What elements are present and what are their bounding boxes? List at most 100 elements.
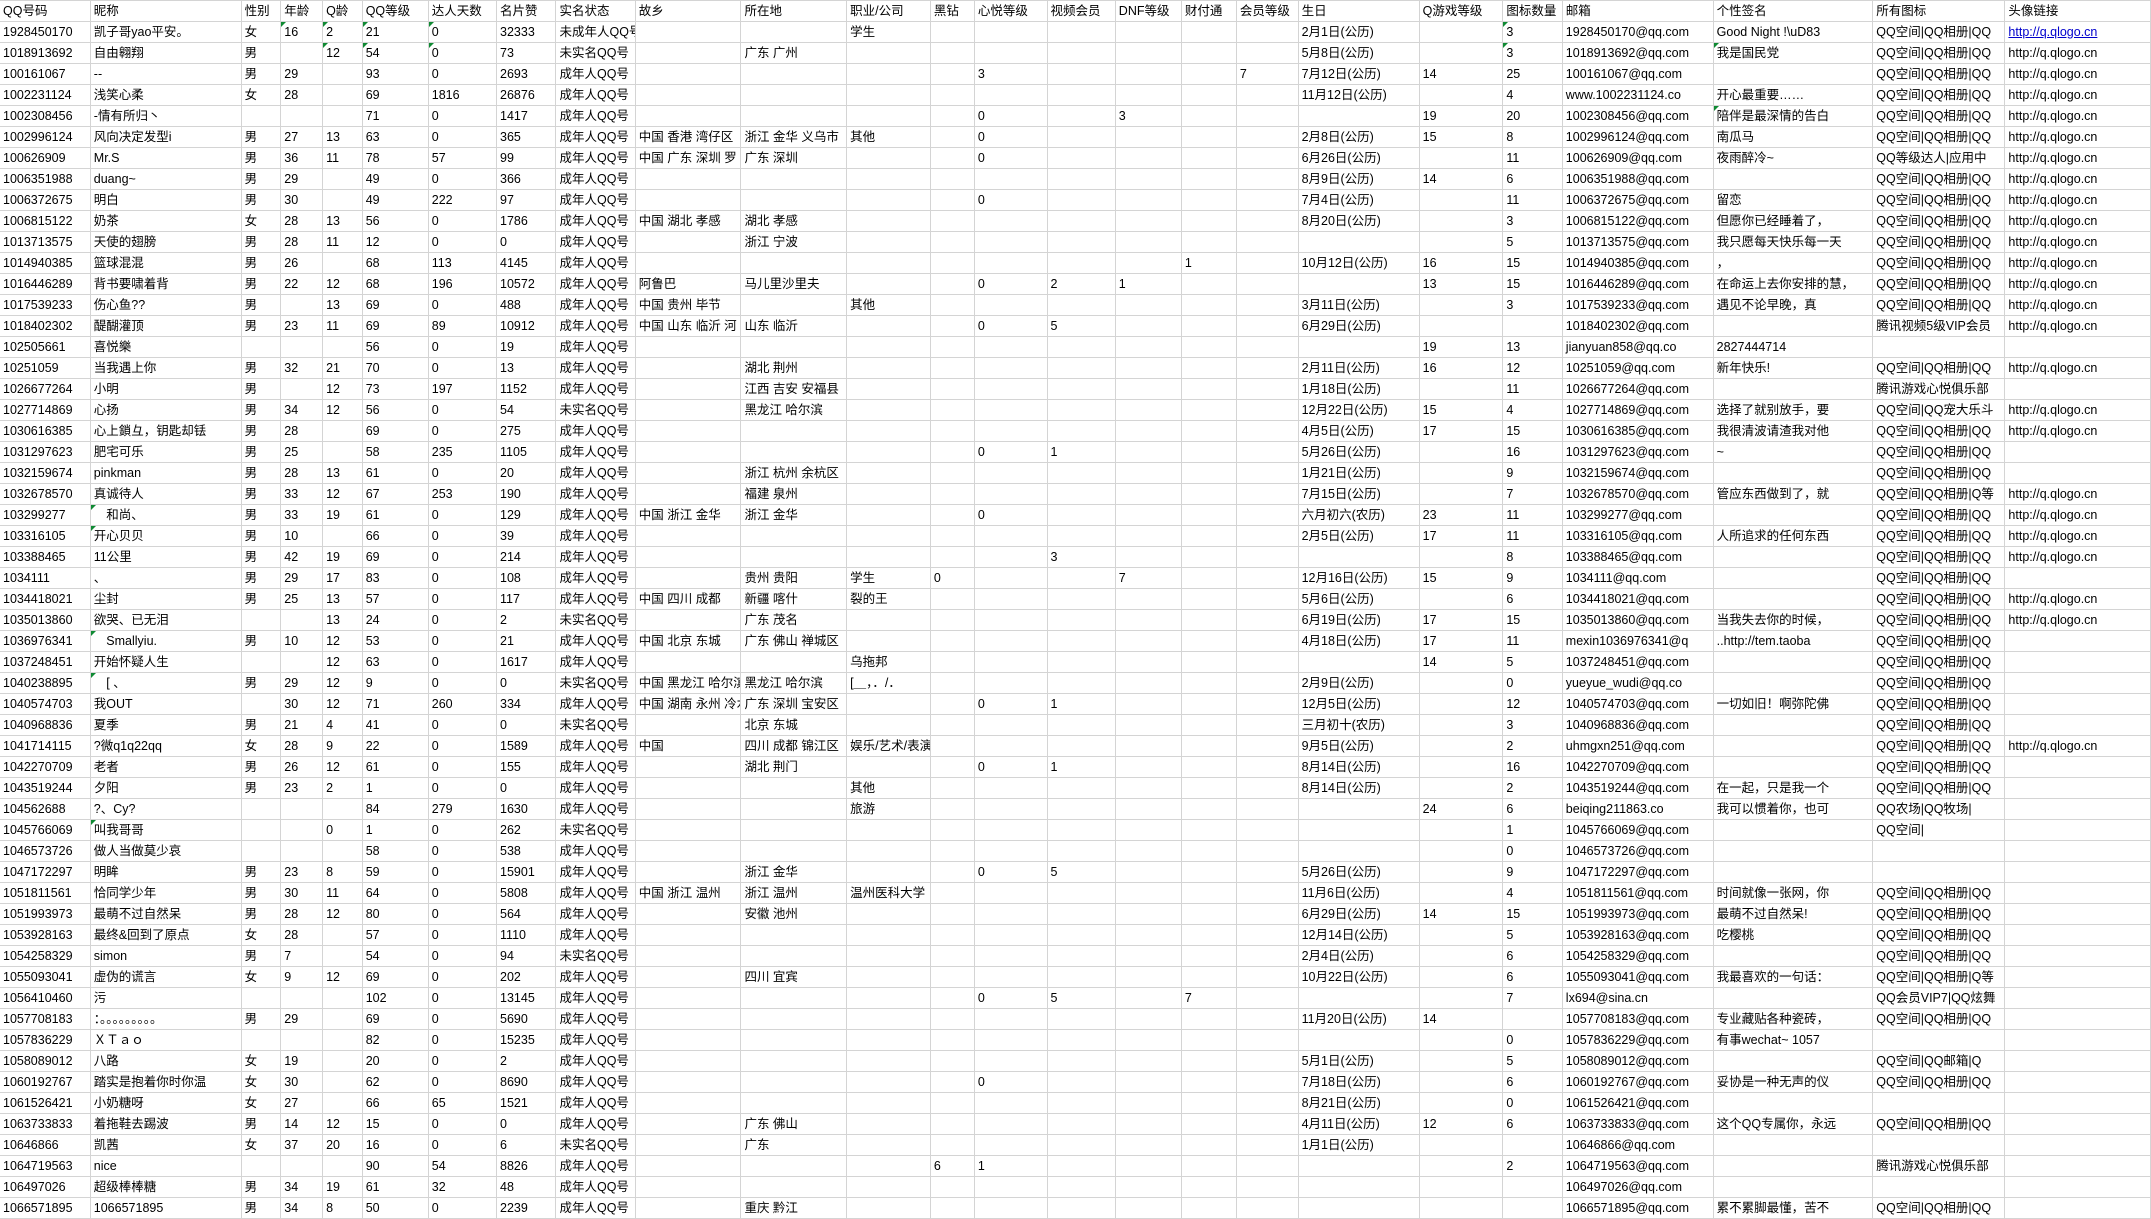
cell-realname-status[interactable]: 成年人QQ号 [555,294,636,316]
cell-all-icons[interactable]: QQ农场|QQ牧场| [1872,798,2006,820]
cell-realname-status[interactable]: 成年人QQ号 [555,1092,636,1114]
cell-tenpay[interactable] [1181,1155,1237,1177]
cell-card-likes[interactable]: 15235 [496,1029,557,1051]
cell-card-likes[interactable]: 13 [496,357,557,379]
cell-avatar-url[interactable] [2004,336,2151,358]
cell-expert-days[interactable]: 0 [428,525,498,547]
cell-member-level[interactable] [1236,882,1299,904]
cell-location[interactable]: 浙江 杭州 余杭区 [740,462,848,484]
cell-qage[interactable]: 12 [322,672,363,694]
cell-qq[interactable]: 103316105 [0,525,91,547]
cell-qq[interactable]: 1064719563 [0,1155,91,1177]
cell-qgame-level[interactable]: 13 [1419,273,1504,295]
cell-qq-level[interactable]: 53 [362,630,429,652]
cell-email[interactable]: yueyue_wudi@qq.co [1562,672,1714,694]
cell-nickname[interactable]: pinkman [90,462,242,484]
cell-gender[interactable]: 女 [241,1134,282,1156]
cell-nickname[interactable]: 心扬 [90,399,242,421]
cell-signature[interactable] [1713,63,1874,85]
column-header-xinyue-level[interactable]: 心悦等级 [974,0,1048,22]
cell-occupation[interactable] [846,273,931,295]
cell-location[interactable] [740,1092,848,1114]
cell-expert-days[interactable]: 0 [428,567,498,589]
column-header-realname-status[interactable]: 实名状态 [555,0,636,22]
cell-birthday[interactable]: 1月21日(公历) [1298,462,1420,484]
cell-qgame-level[interactable] [1419,861,1504,883]
cell-black-diamond[interactable] [930,693,975,715]
cell-nickname[interactable]: 天使的翅膀 [90,231,242,253]
cell-hometown[interactable] [635,756,742,778]
cell-email[interactable]: 1006351988@qq.com [1562,168,1714,190]
cell-realname-status[interactable]: 成年人QQ号 [555,210,636,232]
table-row[interactable]: 1045766069 叫我哥哥 0 1 0 262 未实名QQ号 1 1045766069@qq… [0,819,2151,841]
cell-all-icons[interactable] [1872,1176,2006,1198]
cell-all-icons[interactable]: QQ空间|QQ相册|QQ [1872,546,2006,568]
cell-card-likes[interactable]: 334 [496,693,557,715]
cell-video-vip[interactable]: 1 [1047,693,1116,715]
cell-black-diamond[interactable]: 6 [930,1155,975,1177]
cell-location[interactable] [740,525,848,547]
cell-realname-status[interactable]: 成年人QQ号 [555,1050,636,1072]
cell-avatar-url[interactable] [2004,756,2151,778]
table-row[interactable]: 103388465 11公里男 42 19 69 0 214 成年人QQ号 3 8 10338846… [0,546,2151,568]
cell-tenpay[interactable] [1181,315,1237,337]
cell-location[interactable]: 浙江 金华 义乌市 [740,126,848,148]
cell-tenpay[interactable] [1181,735,1237,757]
cell-tenpay[interactable] [1181,483,1237,505]
cell-hometown[interactable] [635,966,742,988]
cell-card-likes[interactable]: 99 [496,147,557,169]
cell-age[interactable] [280,1155,324,1177]
cell-email[interactable]: 1035013860@qq.com [1562,609,1714,631]
cell-icon-count[interactable]: 15 [1502,252,1563,274]
cell-member-level[interactable] [1236,924,1299,946]
cell-qq[interactable]: 1040238895 [0,672,91,694]
cell-video-vip[interactable]: 1 [1047,756,1116,778]
cell-expert-days[interactable]: 54 [428,1155,498,1177]
cell-xinyue-level[interactable] [974,84,1048,106]
cell-location[interactable]: 湖北 荆门 [740,756,848,778]
cell-realname-status[interactable]: 成年人QQ号 [555,882,636,904]
cell-signature[interactable]: 2827444714 [1713,336,1874,358]
cell-avatar-url[interactable]: http://q.qlogo.cn [2004,735,2151,757]
table-row[interactable]: 1058089012 八路女 19 20 0 2 成年人QQ号 5月1日(公历) 5 105808… [0,1050,2151,1072]
cell-occupation[interactable] [846,399,931,421]
cell-video-vip[interactable] [1047,672,1116,694]
cell-signature[interactable]: 时间就像一张网，你 [1713,882,1874,904]
cell-tenpay[interactable] [1181,525,1237,547]
cell-black-diamond[interactable] [930,651,975,673]
cell-qq-level[interactable]: 69 [362,966,429,988]
cell-expert-days[interactable]: 0 [428,861,498,883]
cell-nickname[interactable]: 篮球混混 [90,252,242,274]
cell-qgame-level[interactable] [1419,189,1504,211]
cell-location[interactable]: 贵州 贵阳 [740,567,848,589]
cell-icon-count[interactable]: 6 [1502,798,1563,820]
cell-all-icons[interactable]: QQ空间|QQ相册|QQ [1872,693,2006,715]
cell-dnf-level[interactable] [1115,420,1182,442]
cell-video-vip[interactable]: 5 [1047,315,1116,337]
cell-qage[interactable] [322,945,363,967]
cell-age[interactable]: 42 [280,546,324,568]
cell-dnf-level[interactable] [1115,336,1182,358]
cell-qage[interactable]: 20 [322,1134,363,1156]
cell-gender[interactable]: 男 [241,189,282,211]
cell-qage[interactable]: 12 [322,273,363,295]
cell-nickname[interactable]: 做人当做莫少哀 [90,840,242,862]
cell-video-vip[interactable] [1047,567,1116,589]
cell-avatar-url[interactable]: http://q.qlogo.cn [2004,21,2151,43]
cell-nickname[interactable]: 凯茜 [90,1134,242,1156]
cell-email[interactable]: 1047172297@qq.com [1562,861,1714,883]
cell-xinyue-level[interactable] [974,1134,1048,1156]
cell-age[interactable]: 28 [280,84,324,106]
cell-card-likes[interactable]: 1786 [496,210,557,232]
cell-hometown[interactable]: 中国 四川 成都 [635,588,742,610]
cell-expert-days[interactable]: 0 [428,168,498,190]
cell-signature[interactable] [1713,1092,1874,1114]
cell-nickname[interactable]: 喜悦樂 [90,336,242,358]
cell-qage[interactable] [322,1050,363,1072]
cell-qq-level[interactable]: 20 [362,1050,429,1072]
cell-dnf-level[interactable] [1115,378,1182,400]
table-row[interactable]: 1051811561 恰同学少年男 30 11 64 0 5808 成年人QQ号 中国 浙江 温… [0,882,2151,904]
cell-qq[interactable]: 1034111 [0,567,91,589]
cell-gender[interactable] [241,840,282,862]
